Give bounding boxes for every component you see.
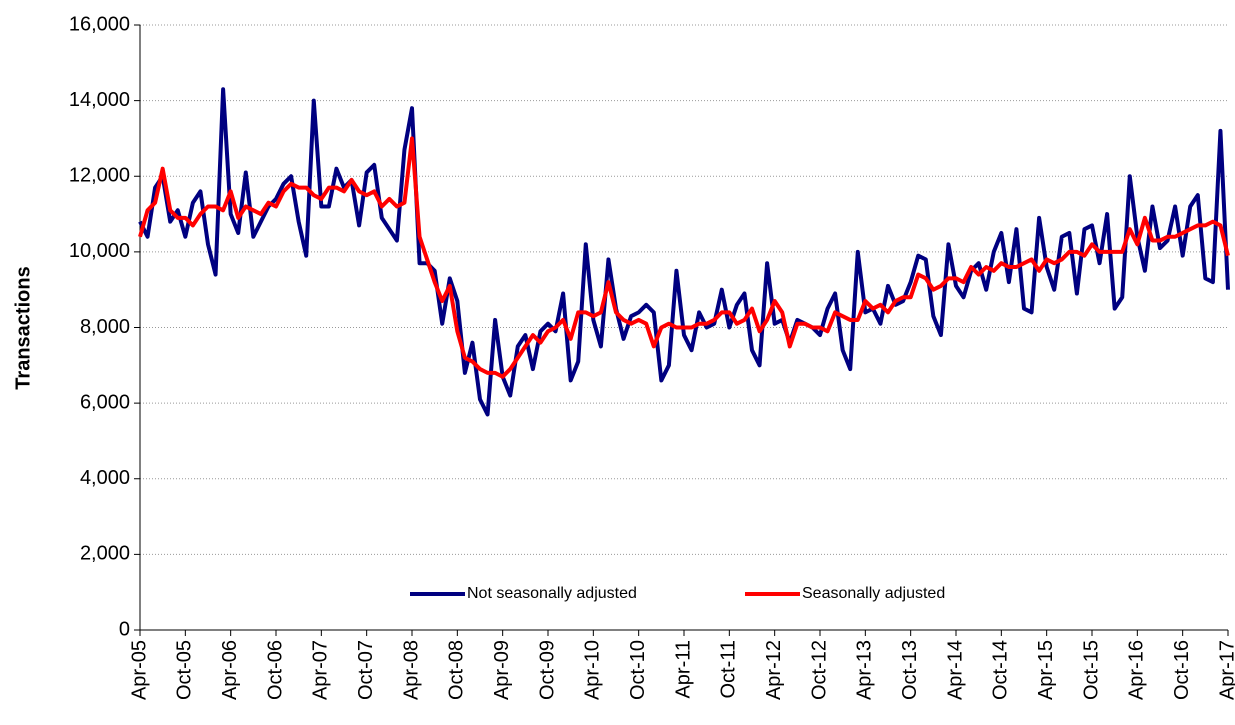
x-tick-label: Oct-05 <box>174 640 196 700</box>
x-tick-label: Oct-10 <box>627 640 649 700</box>
x-tick-label: Apr-09 <box>491 640 513 700</box>
series-line <box>138 87 1230 417</box>
y-tick-label: 0 <box>119 618 130 640</box>
y-tick-label: 16,000 <box>69 13 130 35</box>
x-tick-label: Apr-05 <box>128 640 150 700</box>
x-tick-label: Apr-07 <box>310 640 332 700</box>
x-tick-label: Apr-12 <box>763 640 785 700</box>
y-axis-label: Transactions <box>12 266 34 389</box>
x-tick-label: Oct-08 <box>446 640 468 700</box>
x-tick-label: Oct-12 <box>808 640 830 700</box>
x-tick-label: Oct-14 <box>990 640 1012 700</box>
legend-label: Seasonally adjusted <box>802 585 945 602</box>
x-tick-label: Apr-15 <box>1035 640 1057 700</box>
x-tick-label: Apr-17 <box>1216 640 1235 700</box>
x-tick-label: Apr-08 <box>400 640 422 700</box>
y-tick-label: 2,000 <box>80 543 130 565</box>
x-tick-label: Apr-16 <box>1126 640 1148 700</box>
x-tick-label: Oct-15 <box>1080 640 1102 700</box>
y-tick-label: 6,000 <box>80 391 130 413</box>
x-tick-label: Oct-09 <box>536 640 558 700</box>
x-tick-label: Apr-13 <box>854 640 876 700</box>
y-tick-label: 12,000 <box>69 165 130 187</box>
x-tick-label: Apr-14 <box>944 640 966 700</box>
legend-label: Not seasonally adjusted <box>467 585 637 602</box>
x-tick-label: Oct-11 <box>718 640 740 699</box>
x-tick-label: Apr-10 <box>582 640 604 700</box>
y-tick-label: 4,000 <box>80 467 130 489</box>
x-tick-label: Oct-06 <box>264 640 286 700</box>
x-tick-label: Apr-06 <box>219 640 241 700</box>
y-tick-label: 8,000 <box>80 316 130 338</box>
y-tick-label: 14,000 <box>69 89 130 111</box>
y-tick-label: 10,000 <box>69 240 130 262</box>
x-tick-label: Oct-13 <box>899 640 921 700</box>
x-tick-label: Apr-11 <box>672 640 694 699</box>
x-tick-label: Oct-07 <box>355 640 377 700</box>
series-line <box>138 136 1230 379</box>
x-tick-label: Oct-16 <box>1171 640 1193 700</box>
